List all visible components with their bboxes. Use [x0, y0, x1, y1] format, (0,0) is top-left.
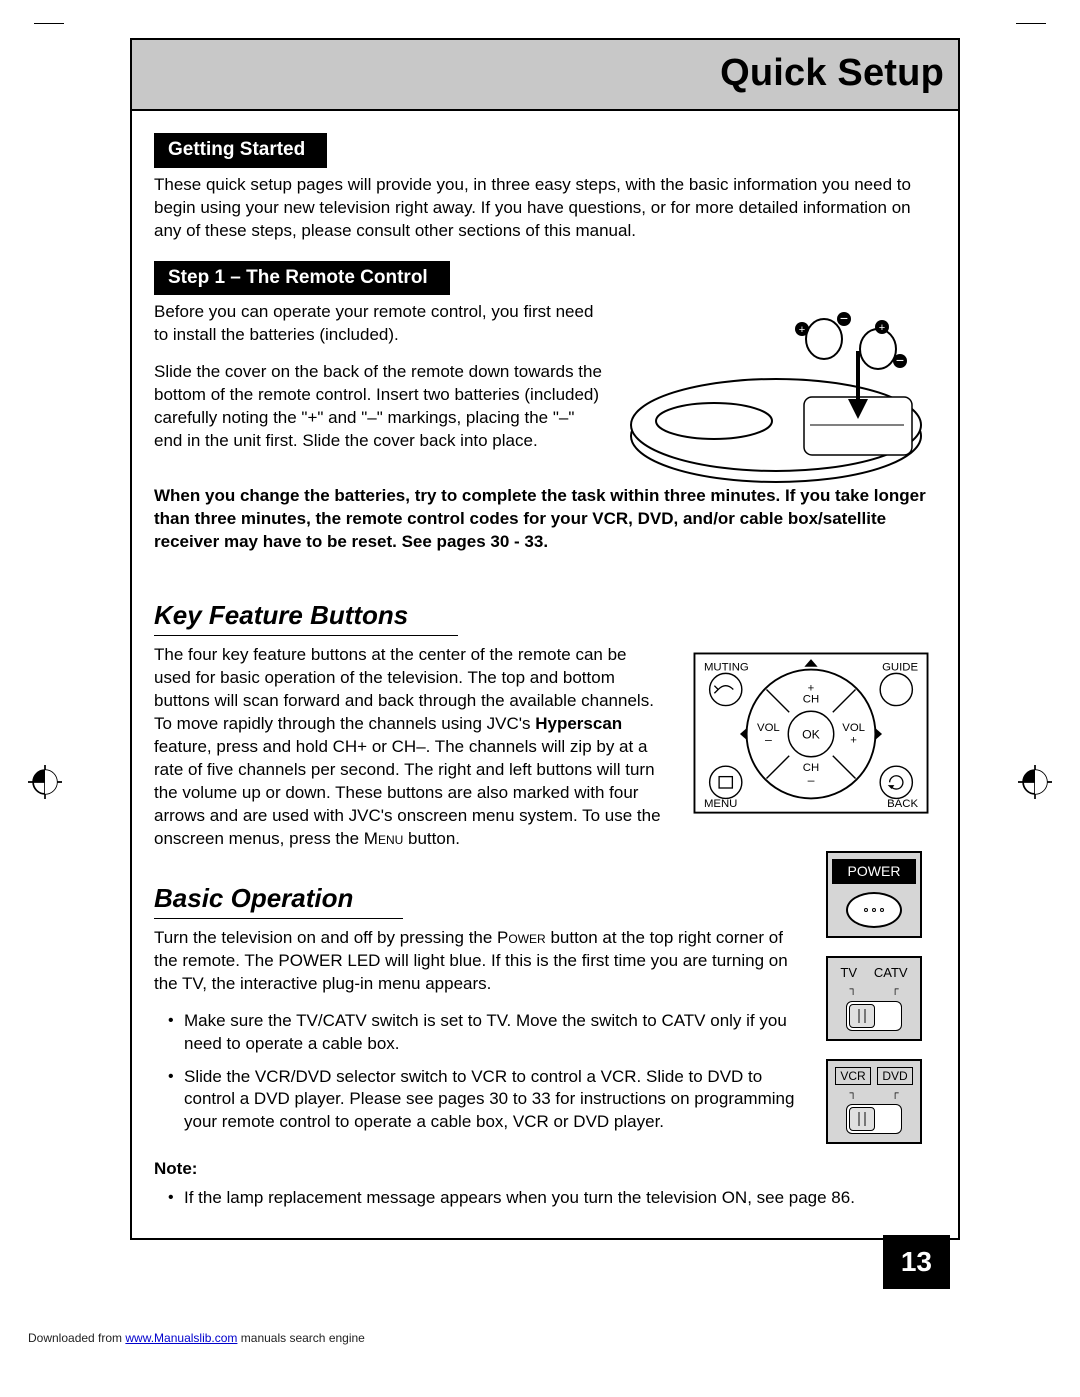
step1-p2: Slide the cover on the back of the remot…	[154, 361, 606, 453]
keypad-diagram: MUTING GUIDE MENU BACK OK	[686, 644, 936, 824]
kp-back: BACK	[887, 798, 918, 810]
tv-catv-switch	[846, 1001, 902, 1031]
kp-muting: MUTING	[704, 662, 749, 674]
section-getting-started: Getting Started These quick setup pages …	[154, 133, 936, 242]
svg-text:CH: CH	[803, 762, 819, 774]
svg-text:–: –	[808, 774, 815, 788]
power-panel: POWER	[826, 851, 922, 938]
svg-text:VOL: VOL	[842, 722, 865, 734]
bo-bullet2: Slide the VCR/DVD selector switch to VCR…	[168, 1066, 796, 1135]
page-number: 13	[883, 1235, 950, 1289]
heading-key-feature: Key Feature Buttons	[154, 598, 458, 636]
bo-pre: Turn the television on and off by pressi…	[154, 928, 497, 947]
crop-mark-tr	[1016, 10, 1046, 24]
svg-text:+: +	[799, 324, 805, 336]
power-label: POWER	[832, 859, 916, 884]
kf-post2: button.	[403, 829, 460, 848]
registration-mark-right	[1018, 765, 1052, 799]
svg-text:+: +	[879, 322, 885, 334]
step1-warning: When you change the batteries, try to co…	[154, 485, 936, 554]
kf-hyperscan: Hyperscan	[535, 714, 622, 733]
right-panel: POWER TV CATV ┐┌	[826, 851, 936, 1145]
svg-text:+: +	[808, 683, 815, 695]
svg-text:–: –	[765, 733, 772, 747]
crop-mark-tl	[34, 10, 64, 24]
basic-op-body: Turn the television on and off by pressi…	[154, 927, 796, 996]
bo-power: Power	[497, 928, 546, 947]
remote-battery-illustration: + − + −	[626, 301, 936, 481]
page-frame: Quick Setup Getting Started These quick …	[130, 38, 960, 1240]
bo-bullet1: Make sure the TV/CATV switch is set to T…	[168, 1010, 796, 1056]
vcr-dvd-panel: VCR DVD ┐┌	[826, 1059, 922, 1145]
tv-label: TV	[840, 964, 857, 982]
footer-link[interactable]: www.Manualslib.com	[125, 1331, 237, 1345]
label-step1: Step 1 – The Remote Control	[154, 261, 450, 296]
note-bullets: If the lamp replacement message appears …	[154, 1187, 936, 1210]
page-content: Getting Started These quick setup pages …	[132, 111, 958, 1238]
footer-suffix: manuals search engine	[237, 1331, 364, 1345]
svg-text:+: +	[850, 735, 857, 747]
note-label: Note:	[154, 1158, 936, 1181]
power-button-icon	[846, 892, 902, 928]
vcr-label: VCR	[835, 1067, 870, 1085]
svg-text:−: −	[896, 352, 904, 368]
step1-p1: Before you can operate your remote contr…	[154, 301, 606, 347]
section-step1: Step 1 – The Remote Control Before you c…	[154, 261, 936, 554]
getting-started-body: These quick setup pages will provide you…	[154, 174, 936, 243]
svg-text:CH: CH	[803, 694, 819, 706]
title-bar: Quick Setup	[132, 40, 958, 111]
key-feature-body: The four key feature buttons at the cent…	[154, 644, 666, 850]
basic-op-bullets: Make sure the TV/CATV switch is set to T…	[154, 1010, 796, 1135]
label-getting-started: Getting Started	[154, 133, 327, 168]
svg-text:−: −	[840, 310, 848, 326]
section-key-feature: Key Feature Buttons The four key feature…	[154, 568, 936, 851]
kf-menu: Menu	[364, 829, 404, 848]
page-title: Quick Setup	[720, 52, 944, 94]
kp-guide: GUIDE	[882, 662, 918, 674]
kp-ok: OK	[802, 728, 821, 742]
kp-menu: MENU	[704, 798, 737, 810]
section-basic-operation: Basic Operation Turn the television on a…	[154, 851, 936, 1211]
footer: Downloaded from www.Manualslib.com manua…	[28, 1330, 365, 1346]
tv-catv-panel: TV CATV ┐┌	[826, 956, 922, 1041]
heading-basic-op: Basic Operation	[154, 881, 403, 919]
vcr-dvd-switch	[846, 1104, 902, 1134]
footer-prefix: Downloaded from	[28, 1331, 125, 1345]
catv-label: CATV	[874, 964, 908, 982]
note-bullet: If the lamp replacement message appears …	[168, 1187, 936, 1210]
registration-mark-left	[28, 765, 62, 799]
dvd-label: DVD	[877, 1067, 912, 1085]
